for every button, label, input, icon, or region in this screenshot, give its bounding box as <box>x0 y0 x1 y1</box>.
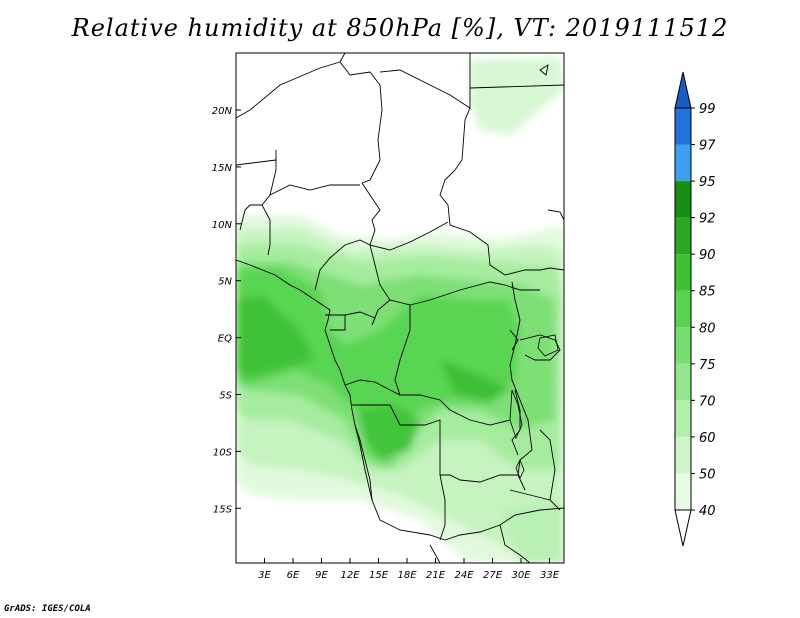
colorbar-low-arrow <box>674 509 692 547</box>
colorbar-swatch <box>675 108 691 145</box>
colorbar-outline <box>674 107 692 511</box>
humidity-field <box>236 58 564 563</box>
colorbar-label: 70 <box>699 394 716 409</box>
lon-tick-label: 30E <box>511 570 531 581</box>
credit-text: GrADS: IGES/COLA <box>4 604 91 614</box>
lat-tick-label: 5N <box>218 277 232 288</box>
colorbar-high-arrow <box>674 71 692 109</box>
lon-tick-label: 33E <box>540 570 560 581</box>
colorbar-swatch <box>675 254 691 291</box>
lon-tick-label: 18E <box>397 570 417 581</box>
lat-tick-label: 10S <box>213 447 233 458</box>
colorbar-label: 92 <box>699 212 716 227</box>
lon-tick-label: 27E <box>483 570 503 581</box>
rh-band-85 <box>236 268 520 460</box>
colorbar-label: 90 <box>699 248 716 263</box>
lat-tick-label: 15S <box>213 504 233 515</box>
lon-tick-label: 6E <box>287 570 300 581</box>
colorbar-label: 50 <box>699 467 716 482</box>
rh-band-ne <box>470 58 564 135</box>
colorbar-label: 80 <box>699 321 716 336</box>
lat-tick-label: 20N <box>212 106 233 117</box>
lon-tick-label: 15E <box>369 570 389 581</box>
country-borders <box>236 53 564 563</box>
colorbar-swatch <box>675 400 691 437</box>
lat-tick-label: 15N <box>212 163 233 174</box>
lat-tick-label: 5S <box>219 391 232 402</box>
lon-tick-label: 21E <box>426 570 446 581</box>
map-frame <box>235 52 565 564</box>
rh-band-90b <box>360 405 420 460</box>
longitude-axis: 3E 6E 9E 12E 15E 18E 21E 24E 27E 30E 33E <box>258 558 560 581</box>
lat-tick-label: EQ <box>218 334 232 345</box>
colorbar-swatch <box>675 181 691 218</box>
colorbar-label: 60 <box>699 431 716 446</box>
colorbar-label: 99 <box>699 102 716 117</box>
lakes <box>509 334 559 479</box>
latitude-axis: 20N 15N 10N 5N EQ 5S 10S 15S <box>212 106 241 515</box>
lon-tick-label: 9E <box>315 570 328 581</box>
colorbar-label: 85 <box>699 285 716 300</box>
lon-tick-label: 12E <box>340 570 360 581</box>
colorbar-swatch <box>675 290 691 328</box>
colorbar-swatch <box>675 217 691 255</box>
lat-tick-label: 10N <box>212 220 233 231</box>
colorbar-label: 75 <box>699 358 716 373</box>
rh-band-90 <box>236 295 315 378</box>
colorbar-label: 40 <box>699 504 716 519</box>
colorbar-swatch <box>675 363 691 401</box>
colorbar-swatch <box>675 144 691 182</box>
colorbar-label: 95 <box>699 175 716 190</box>
colorbar-swatch <box>675 327 691 364</box>
lon-tick-label: 3E <box>258 570 271 581</box>
lon-tick-label: 24E <box>454 570 474 581</box>
chart-title: Relative humidity at 850hPa [%], VT: 201… <box>71 14 729 42</box>
colorbar-swatch <box>675 473 691 510</box>
rh-band-90c <box>440 360 510 400</box>
rh-band-se <box>500 500 564 563</box>
colorbar-swatch <box>675 436 691 474</box>
colorbar: 40 50 60 70 75 80 85 90 92 95 97 99 <box>674 71 716 547</box>
colorbar-label: 97 <box>699 139 716 154</box>
